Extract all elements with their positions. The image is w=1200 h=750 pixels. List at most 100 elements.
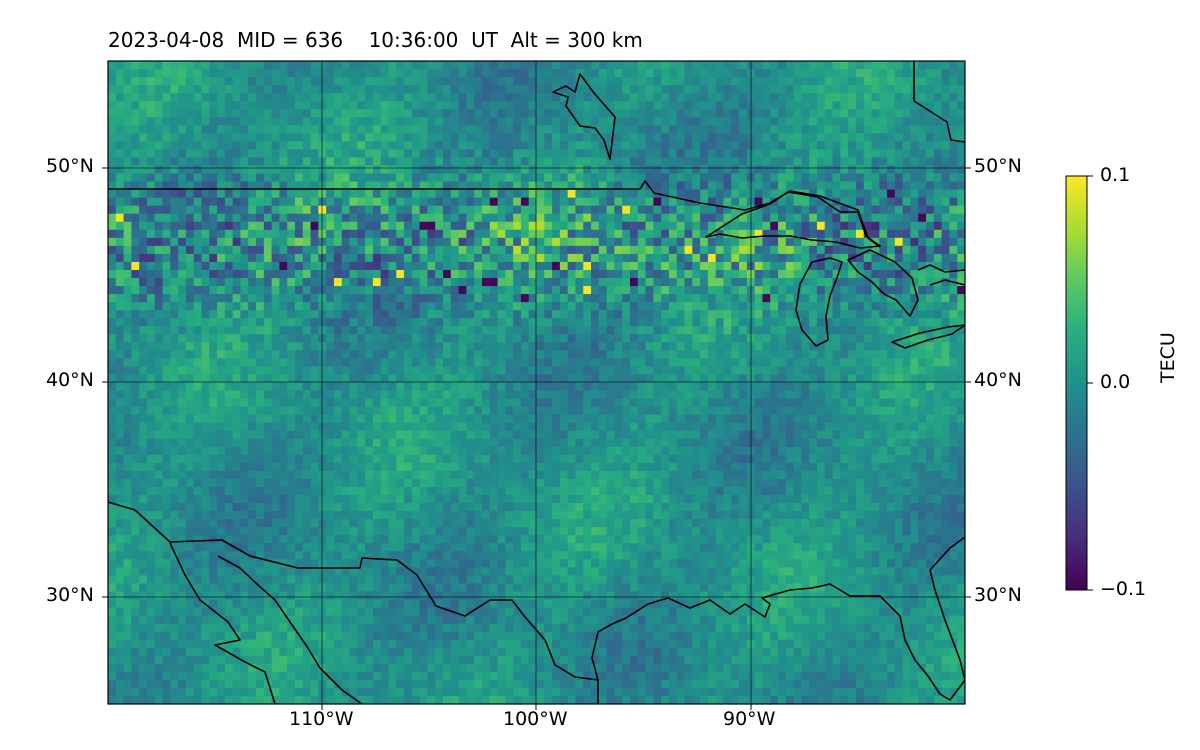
heat-cell: [855, 334, 865, 343]
heat-cell: [279, 165, 288, 175]
heat-cell: [645, 414, 654, 424]
heat-cell: [427, 382, 436, 392]
heat-cell: [217, 93, 226, 102]
heat-cell: [552, 326, 561, 335]
heat-cell: [863, 189, 873, 199]
heat-cell: [645, 61, 654, 70]
heat-cell: [879, 286, 888, 295]
heat-cell: [668, 269, 678, 279]
heat-cell: [489, 173, 499, 183]
heat-cell: [801, 149, 810, 159]
heat-cell: [559, 326, 569, 335]
heat-cell: [318, 189, 327, 199]
heat-cell: [458, 374, 467, 384]
heat-cell: [700, 125, 709, 134]
heat-cell: [505, 366, 514, 376]
heat-cell: [840, 310, 849, 319]
heat-cell: [154, 69, 164, 78]
heat-cell: [248, 197, 257, 207]
heat-cell: [217, 302, 226, 311]
heat-cell: [279, 422, 288, 432]
heat-cell: [536, 205, 545, 215]
heat-cell: [949, 61, 958, 70]
heat-cell: [918, 414, 927, 424]
heat-cell: [801, 229, 810, 239]
heat-cell: [824, 157, 834, 167]
heat-cell: [240, 245, 249, 255]
heat-cell: [349, 149, 358, 159]
heat-cell: [933, 197, 943, 207]
heat-cell: [326, 366, 335, 376]
heat-cell: [918, 205, 927, 215]
heat-cell: [287, 294, 296, 303]
heat-cell: [707, 93, 717, 102]
heat-cell: [326, 261, 335, 271]
heat-cell: [715, 77, 725, 86]
heat-cell: [723, 358, 732, 368]
heat-cell: [489, 93, 499, 102]
heat-cell: [762, 382, 771, 392]
heat-cell: [536, 157, 545, 167]
heat-cell: [575, 253, 584, 263]
heat-cell: [700, 398, 709, 408]
heat-cell: [832, 334, 841, 343]
heat-cell: [224, 213, 234, 223]
heat-cell: [466, 109, 475, 118]
heat-cell: [513, 406, 522, 416]
heat-cell: [918, 237, 927, 247]
heat-cell: [606, 294, 616, 303]
heat-cell: [450, 326, 460, 335]
heat-cell: [957, 342, 965, 351]
heat-cell: [466, 101, 475, 110]
heat-cell: [606, 390, 616, 400]
heat-cell: [700, 245, 709, 255]
heat-cell: [762, 278, 771, 287]
heat-cell: [365, 302, 374, 311]
heat-cell: [871, 398, 880, 408]
heat-cell: [224, 406, 234, 416]
heat-cell: [700, 358, 709, 368]
heat-cell: [505, 334, 514, 343]
heat-cell: [575, 141, 584, 151]
heat-cell: [941, 221, 951, 231]
heat-cell: [318, 366, 327, 376]
heat-cell: [201, 342, 210, 351]
heat-cell: [248, 382, 257, 392]
heat-cell: [653, 414, 662, 424]
heat-cell: [855, 165, 865, 175]
heat-cell: [466, 229, 475, 239]
heat-cell: [840, 261, 849, 271]
heat-cell: [357, 366, 366, 376]
heat-cell: [162, 366, 171, 376]
heat-cell: [224, 109, 234, 118]
heat-cell: [731, 141, 740, 151]
heat-cell: [232, 261, 242, 271]
heat-cell: [809, 181, 818, 191]
heat-cell: [232, 278, 242, 287]
heat-cell: [622, 109, 631, 118]
heat-cell: [240, 61, 249, 70]
heat-cell: [809, 358, 818, 368]
heat-cell: [341, 326, 351, 335]
heat-cell: [902, 93, 912, 102]
heat-cell: [193, 189, 203, 199]
heat-cell: [333, 261, 343, 271]
heat-cell: [349, 342, 358, 351]
heat-cell: [785, 278, 795, 287]
heat-cell: [879, 334, 888, 343]
heat-cell: [154, 117, 164, 126]
heat-cell: [497, 93, 506, 102]
heat-cell: [240, 261, 249, 271]
heat-cell: [614, 398, 623, 408]
heat-cell: [933, 318, 943, 327]
heat-cell: [108, 173, 117, 183]
heat-cell: [598, 294, 608, 303]
heat-cell: [209, 197, 218, 207]
heat-cell: [178, 310, 187, 319]
heat-cell: [256, 205, 265, 215]
heat-cell: [855, 157, 865, 167]
heat-cell: [310, 157, 319, 167]
heat-cell: [396, 390, 405, 400]
heat-cell: [723, 221, 732, 231]
heat-cell: [279, 61, 288, 70]
